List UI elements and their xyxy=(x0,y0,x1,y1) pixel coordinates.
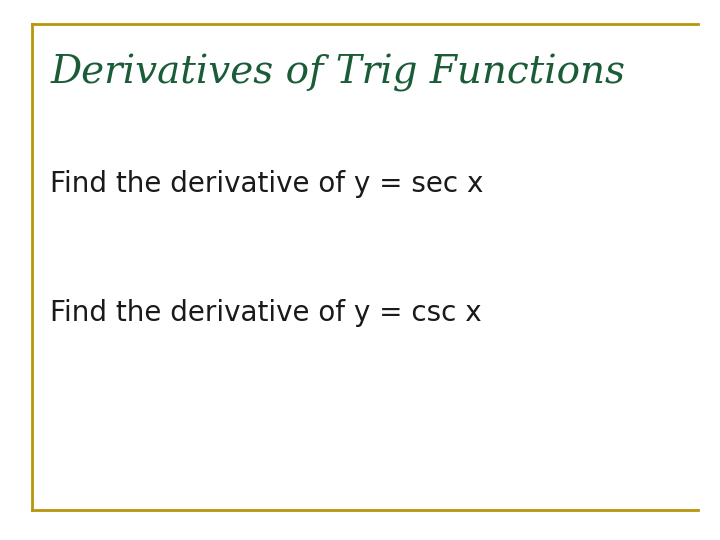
Text: Derivatives of Trig Functions: Derivatives of Trig Functions xyxy=(50,54,626,92)
Text: Find the derivative of y = sec x: Find the derivative of y = sec x xyxy=(50,170,484,198)
Text: Find the derivative of y = csc x: Find the derivative of y = csc x xyxy=(50,299,482,327)
